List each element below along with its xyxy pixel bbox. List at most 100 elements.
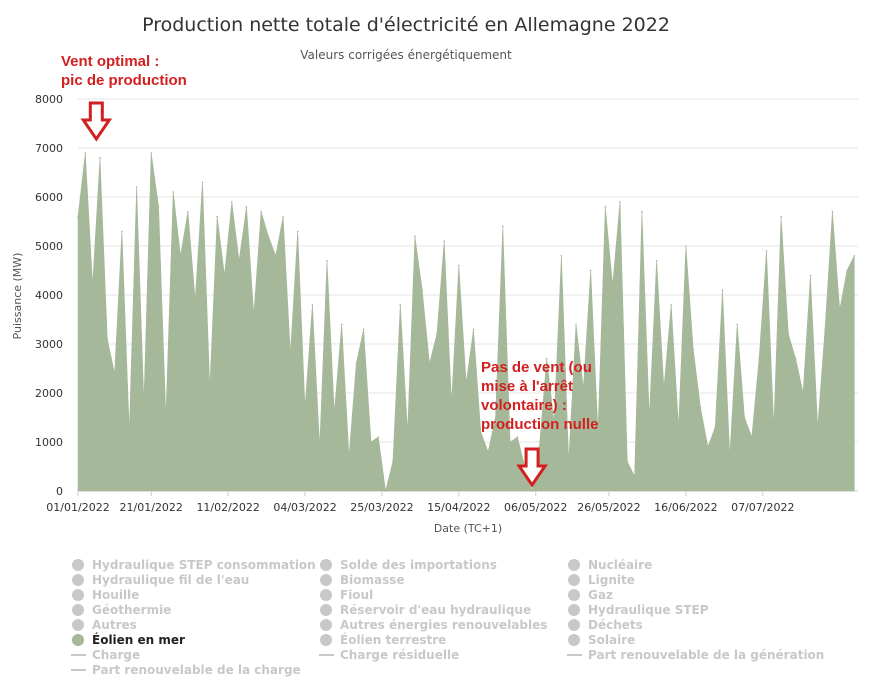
legend-label: Lignite — [588, 573, 635, 587]
data-point — [794, 357, 797, 360]
data-point — [187, 210, 189, 213]
legend-item[interactable]: Hydraulique STEP — [568, 603, 709, 617]
data-point — [729, 455, 731, 458]
y-axis: 0 1000 2000 3000 4000 5000 6000 7000 8000 — [35, 93, 63, 498]
data-point — [648, 416, 651, 419]
y-tick-label: 1000 — [35, 436, 63, 449]
data-point — [699, 406, 702, 409]
data-point — [370, 441, 372, 443]
data-point — [267, 235, 270, 237]
legend-item[interactable]: Hydraulique fil de l'eau — [72, 573, 249, 587]
legend-label: Autres — [92, 618, 137, 632]
x-tick-label: 06/05/2022 — [504, 501, 567, 514]
legend-dot-icon — [72, 559, 84, 571]
data-point — [318, 446, 321, 448]
data-point — [179, 255, 182, 257]
data-point — [560, 255, 563, 257]
legend-item[interactable]: Part renouvelable de la charge — [71, 663, 301, 677]
data-point — [707, 446, 709, 448]
legend-label: Houille — [92, 588, 139, 602]
data-point — [611, 284, 614, 287]
legend-item[interactable]: Géothermie — [72, 603, 171, 617]
legend-item[interactable]: Biomasse — [320, 573, 405, 587]
data-point — [677, 426, 680, 429]
data-point — [289, 353, 292, 355]
legend-item[interactable]: Gaz — [568, 588, 613, 602]
annotation-text: pic de production — [61, 72, 187, 89]
legend-item[interactable]: Nucléaire — [568, 558, 652, 572]
data-point — [252, 313, 255, 316]
legend-label: Géothermie — [92, 603, 171, 617]
legend-dot-icon — [320, 619, 332, 631]
annotation: Vent optimal : pic de production — [61, 53, 187, 142]
data-point — [209, 387, 211, 389]
down-arrow-icon — [516, 447, 548, 488]
data-point — [311, 304, 314, 306]
legend-dot-icon — [568, 604, 580, 616]
data-point — [472, 328, 475, 331]
legend-item[interactable]: Déchets — [568, 618, 643, 632]
legend-item[interactable]: Autres énergies renouvelables — [320, 618, 547, 632]
legend-item[interactable]: Autres — [72, 618, 137, 632]
legend-item[interactable]: Éolien terrestre — [320, 632, 446, 647]
data-point — [714, 426, 716, 429]
data-point — [296, 230, 299, 233]
data-point — [113, 372, 116, 375]
data-point — [223, 274, 226, 277]
legend-dot-icon — [568, 619, 580, 631]
legend-dot-icon — [320, 589, 332, 601]
legend-item[interactable]: Solaire — [568, 633, 635, 647]
data-point — [238, 259, 240, 262]
y-tick-label: 3000 — [35, 338, 63, 351]
legend-item[interactable]: Solde des importations — [320, 558, 497, 572]
legend-item[interactable]: Éolien en mer — [72, 632, 185, 647]
legend-item[interactable]: Part renouvelable de la génération — [567, 648, 824, 662]
legend-dot-icon — [568, 634, 580, 646]
legend-label: Hydraulique STEP — [588, 603, 709, 617]
down-arrow-icon — [80, 101, 113, 142]
legend-item[interactable]: Hydraulique STEP consommation — [72, 558, 316, 572]
legend-item[interactable]: Lignite — [568, 573, 635, 587]
legend-dot-icon — [72, 634, 84, 646]
legend-label: Charge — [92, 648, 140, 662]
legend-label: Déchets — [588, 618, 643, 632]
series-area — [77, 152, 855, 492]
data-point — [619, 201, 621, 203]
legend-item[interactable]: Charge résiduelle — [319, 648, 459, 662]
data-point — [326, 259, 328, 262]
annotation-text: Vent optimal : — [61, 53, 159, 70]
x-axis: 01/01/2022 21/01/2022 11/02/2022 04/03/2022… — [46, 491, 794, 514]
data-point — [194, 299, 196, 301]
legend-label: Hydraulique fil de l'eau — [92, 573, 249, 587]
legend-dot-icon — [72, 619, 84, 631]
data-point — [802, 392, 804, 394]
data-point — [531, 490, 533, 492]
legend-label: Fioul — [340, 588, 373, 602]
x-tick-label: 21/01/2022 — [120, 501, 183, 514]
data-point — [128, 431, 131, 434]
legend-dot-icon — [72, 604, 84, 616]
legend: Hydraulique STEP consommationHydraulique… — [71, 558, 824, 677]
data-point — [853, 255, 856, 257]
data-point — [91, 284, 94, 287]
data-point — [165, 416, 167, 419]
data-point — [443, 240, 445, 242]
data-point — [501, 225, 504, 228]
legend-dot-icon — [320, 634, 332, 646]
data-point — [494, 416, 497, 419]
data-point — [348, 455, 350, 458]
x-axis-title: Date (TC+1) — [434, 522, 502, 535]
legend-item[interactable]: Houille — [72, 588, 139, 602]
data-point — [450, 402, 453, 404]
legend-label: Gaz — [588, 588, 613, 602]
data-point — [597, 431, 599, 434]
x-tick-label: 01/01/2022 — [46, 501, 109, 514]
legend-item[interactable]: Réservoir d'eau hydraulique — [320, 603, 531, 617]
data-point — [121, 230, 123, 233]
legend-item[interactable]: Fioul — [320, 588, 373, 602]
legend-item[interactable]: Charge — [71, 648, 140, 662]
legend-dot-icon — [72, 589, 84, 601]
legend-dot-icon — [320, 604, 332, 616]
data-point — [758, 357, 760, 360]
